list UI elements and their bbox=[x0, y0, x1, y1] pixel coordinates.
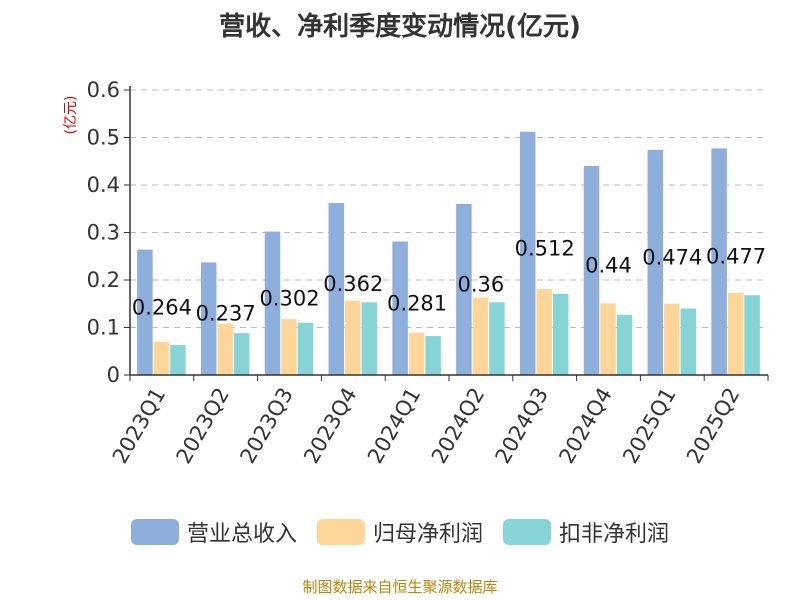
y-tick-label: 0.2 bbox=[87, 268, 120, 292]
bar-deducted-profit[interactable] bbox=[170, 345, 186, 375]
bar-deducted-profit[interactable] bbox=[616, 314, 633, 375]
x-tick-label: 2024Q4 bbox=[554, 384, 616, 468]
data-label-revenue: 0.281 bbox=[387, 291, 447, 315]
y-tick-label: 0.5 bbox=[87, 126, 120, 150]
grid-lines bbox=[130, 89, 768, 328]
bar-net-profit[interactable] bbox=[664, 303, 680, 375]
bar-net-profit[interactable] bbox=[281, 318, 297, 375]
bar-net-profit[interactable] bbox=[408, 332, 425, 375]
bar-deducted-profit[interactable] bbox=[744, 295, 760, 375]
bar-deducted-profit[interactable] bbox=[297, 322, 314, 375]
x-tick-label: 2023Q4 bbox=[299, 384, 361, 468]
y-tick-label: 0.4 bbox=[87, 173, 120, 197]
bar-revenue[interactable] bbox=[328, 203, 345, 375]
data-label-revenue: 0.477 bbox=[706, 245, 766, 269]
bar-revenue[interactable] bbox=[200, 262, 217, 375]
bar-revenue[interactable] bbox=[647, 149, 664, 375]
bar-net-profit[interactable] bbox=[217, 323, 233, 375]
y-tick-label: 0.6 bbox=[87, 78, 120, 102]
x-tick-label: 2023Q1 bbox=[108, 384, 170, 468]
bar-revenue[interactable] bbox=[137, 249, 153, 375]
bar-net-profit[interactable] bbox=[600, 303, 616, 375]
data-label-revenue: 0.264 bbox=[132, 295, 192, 319]
bar-deducted-profit[interactable] bbox=[680, 308, 697, 376]
data-label-revenue: 0.302 bbox=[259, 286, 319, 310]
legend-swatch-deducted-profit bbox=[503, 519, 551, 545]
data-source-note: 制图数据来自恒生聚源数据库 bbox=[302, 578, 498, 596]
bar-deducted-profit[interactable] bbox=[425, 336, 441, 375]
x-tick-label: 2023Q2 bbox=[172, 384, 234, 468]
bar-net-profit[interactable] bbox=[727, 292, 744, 375]
data-label-revenue: 0.474 bbox=[642, 245, 702, 269]
x-tick-label: 2024Q3 bbox=[491, 384, 553, 468]
bar-deducted-profit[interactable] bbox=[361, 302, 378, 375]
legend-label-net-profit: 归母净利润 bbox=[372, 522, 483, 547]
y-tick-label: 0 bbox=[107, 363, 120, 387]
legend-item-revenue[interactable]: 营业总收入 bbox=[130, 516, 297, 548]
x-tick-label: 2024Q1 bbox=[363, 384, 425, 468]
data-label-revenue: 0.362 bbox=[323, 272, 383, 296]
bar-revenue[interactable] bbox=[392, 241, 408, 375]
x-tick-label: 2025Q2 bbox=[682, 384, 744, 468]
legend-label-revenue: 营业总收入 bbox=[186, 522, 297, 547]
bar-revenue[interactable] bbox=[583, 166, 600, 375]
bar-revenue[interactable] bbox=[519, 131, 536, 375]
data-label-revenue: 0.512 bbox=[515, 236, 575, 260]
chart-title: 营收、净利季度变动情况(亿元) bbox=[219, 12, 581, 42]
bar-revenue[interactable] bbox=[456, 204, 472, 375]
bar-net-profit[interactable] bbox=[536, 289, 552, 375]
data-label-revenue: 0.44 bbox=[585, 254, 632, 278]
bars bbox=[137, 131, 760, 376]
bar-deducted-profit[interactable] bbox=[489, 302, 505, 375]
legend-swatch-net-profit bbox=[316, 519, 365, 545]
y-tick-label: 0.3 bbox=[87, 221, 120, 245]
y-tick-label: 0.1 bbox=[87, 316, 120, 340]
bar-net-profit[interactable] bbox=[472, 297, 489, 375]
x-tick-label: 2023Q3 bbox=[235, 384, 297, 468]
legend-label-deducted-profit: 扣非净利润 bbox=[559, 522, 670, 547]
bar-revenue[interactable] bbox=[264, 231, 281, 375]
data-label-revenue: 0.36 bbox=[458, 273, 505, 297]
legend: 营业总收入 归母净利润 扣非净利润 bbox=[0, 516, 800, 548]
bar-revenue[interactable] bbox=[711, 148, 727, 375]
bar-net-profit[interactable] bbox=[153, 341, 170, 375]
legend-item-net-profit[interactable]: 归母净利润 bbox=[316, 516, 483, 548]
bar-net-profit[interactable] bbox=[345, 300, 361, 375]
legend-item-deducted-profit[interactable]: 扣非净利润 bbox=[503, 516, 669, 548]
bar-deducted-profit[interactable] bbox=[233, 333, 250, 375]
data-label-revenue: 0.237 bbox=[196, 302, 256, 326]
bar-deducted-profit[interactable] bbox=[552, 293, 569, 375]
x-tick-label: 2025Q1 bbox=[618, 384, 680, 468]
x-tick-label: 2024Q2 bbox=[427, 384, 489, 468]
legend-swatch-revenue bbox=[130, 519, 179, 545]
